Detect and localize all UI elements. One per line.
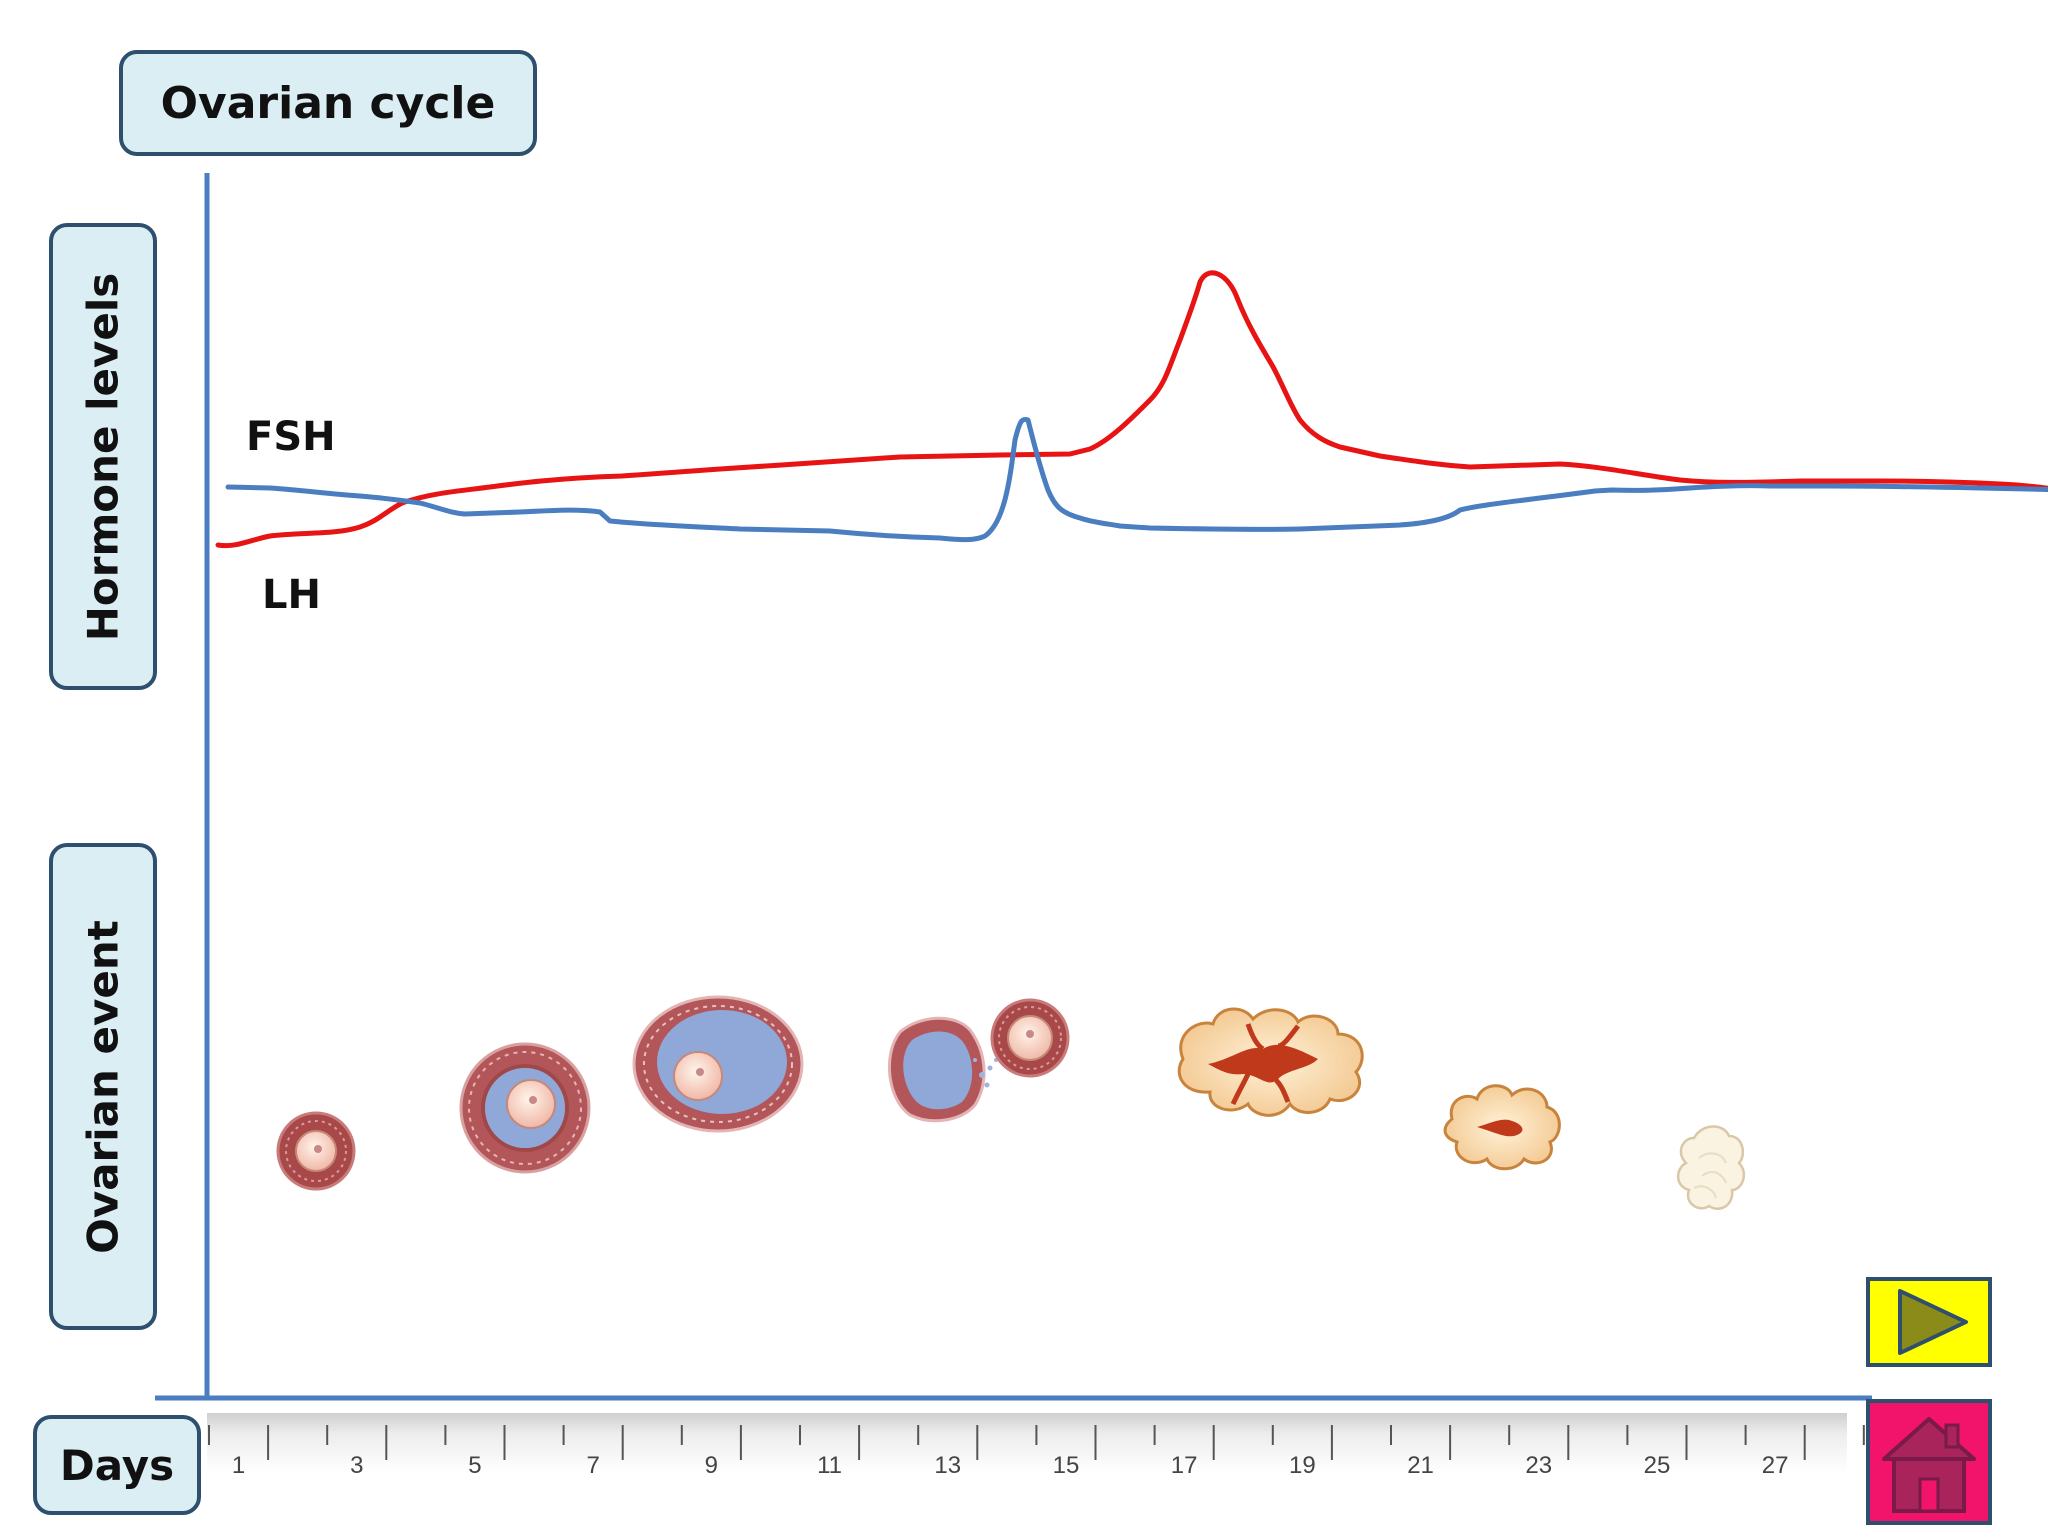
day-tick-label-7: 7 bbox=[586, 1452, 599, 1479]
ruler-ticks bbox=[208, 1425, 1865, 1460]
page-title: Ovarian cycle bbox=[160, 77, 496, 129]
day-tick-label-9: 9 bbox=[705, 1452, 718, 1479]
hormone-levels-label-box: Hormone levels bbox=[49, 223, 157, 690]
day-tick-label-11: 11 bbox=[817, 1452, 842, 1479]
day-tick-label-23: 23 bbox=[1525, 1452, 1552, 1479]
corpus-luteum-small-icon bbox=[1443, 1084, 1561, 1171]
day-tick-label-27: 27 bbox=[1762, 1452, 1789, 1479]
day-tick-label-15: 15 bbox=[1053, 1452, 1080, 1479]
lh-curve bbox=[225, 416, 2048, 543]
day-labels: 1 3 5 7 9 11 13 15 17 19 21 23 25 27 bbox=[232, 1452, 1789, 1479]
corpus-albicans-icon bbox=[1676, 1125, 1746, 1210]
next-button[interactable] bbox=[1866, 1277, 1992, 1367]
ovulation-icon bbox=[887, 998, 1070, 1123]
days-label: Days bbox=[59, 1440, 175, 1490]
corpus-luteum-icon bbox=[1177, 1007, 1364, 1117]
day-tick-label-21: 21 bbox=[1407, 1452, 1434, 1479]
secondary-follicle-icon bbox=[459, 1042, 591, 1174]
fsh-label: FSH bbox=[246, 414, 336, 460]
day-tick-label-13: 13 bbox=[934, 1452, 961, 1479]
title-box: Ovarian cycle bbox=[119, 50, 537, 156]
play-triangle-icon bbox=[1898, 1289, 1968, 1355]
fsh-curve bbox=[215, 270, 2048, 549]
day-tick-label-17: 17 bbox=[1171, 1452, 1198, 1479]
day-tick-label-3: 3 bbox=[350, 1452, 363, 1479]
vesicular-follicle-icon bbox=[632, 995, 804, 1133]
day-tick-label-5: 5 bbox=[468, 1452, 481, 1479]
home-button[interactable] bbox=[1866, 1399, 1992, 1525]
day-tick-label-25: 25 bbox=[1644, 1452, 1671, 1479]
primary-follicle-icon bbox=[276, 1111, 356, 1191]
days-label-box: Days bbox=[33, 1415, 201, 1515]
day-tick-label-19: 19 bbox=[1289, 1452, 1316, 1479]
day-tick-label-1: 1 bbox=[232, 1452, 245, 1479]
ovarian-event-label-box: Ovarian event bbox=[49, 843, 157, 1330]
day-ruler bbox=[207, 1413, 1847, 1473]
house-icon bbox=[1882, 1417, 1976, 1513]
lh-label: LH bbox=[262, 572, 321, 618]
